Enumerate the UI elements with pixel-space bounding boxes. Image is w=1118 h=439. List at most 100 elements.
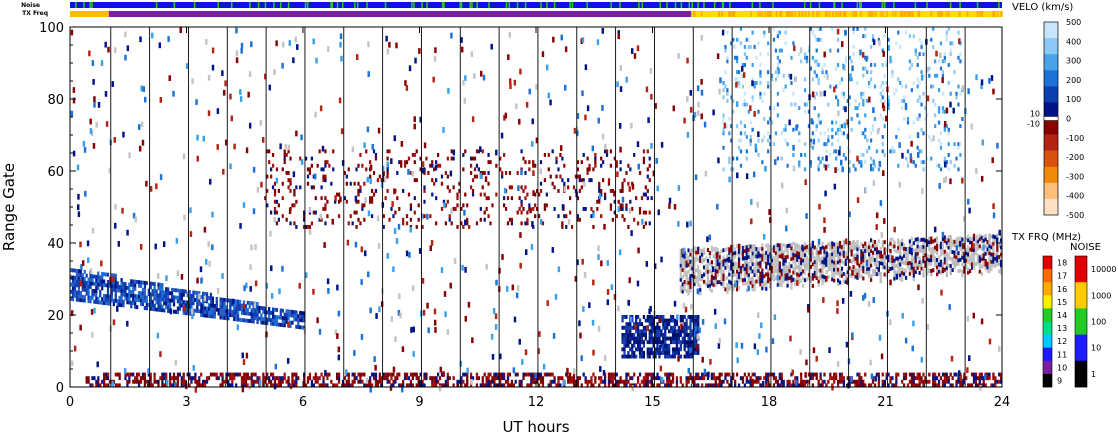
scatter-cell [625, 207, 628, 211]
scatter-cell [902, 376, 906, 381]
scatter-cell [751, 95, 754, 100]
scatter-cell [409, 379, 413, 384]
scatter-cell [603, 376, 607, 381]
scatter-cell [902, 117, 906, 121]
scatter-cell [198, 309, 201, 314]
scatter-cell [691, 315, 694, 319]
txfreq-speckle [808, 11, 810, 17]
noise-speckle [516, 2, 519, 8]
scatter-cell [912, 372, 915, 377]
scatter-cell [805, 379, 809, 384]
scatter-cell [679, 288, 682, 293]
scatter-cell [547, 383, 550, 388]
scatter-cell [959, 142, 962, 147]
scatter-cell [980, 376, 983, 381]
scatter-cell [291, 383, 294, 388]
scatter-cell [842, 153, 846, 157]
scatter-cell [751, 251, 754, 256]
scatter-cell [106, 283, 110, 288]
scatter-cell [687, 325, 690, 330]
scatter-cell [666, 336, 669, 341]
scatter-cell [755, 55, 758, 60]
scatter-cell [941, 372, 945, 377]
scatter-cell [87, 291, 90, 296]
scatter-cell [172, 302, 176, 307]
scatter-cell [908, 242, 912, 247]
scatter-cell [934, 59, 937, 64]
scatter-cell [483, 192, 486, 197]
scatter-cell [242, 311, 246, 316]
scatter-cell [881, 258, 884, 263]
scatter-cell [881, 81, 884, 85]
scatter-cell [772, 142, 776, 147]
scatter-cell [904, 257, 908, 262]
scatter-cell [932, 84, 935, 89]
scatter-cell [743, 256, 746, 261]
scatter-speckle [450, 32, 453, 39]
scatter-cell [536, 207, 539, 211]
scatter-cell [671, 372, 675, 377]
scatter-cell [578, 217, 581, 222]
noise-speckle [641, 2, 644, 8]
scatter-cell [805, 102, 809, 107]
scatter-cell [943, 109, 946, 114]
scatter-cell [103, 283, 106, 287]
scatter-cell [953, 163, 956, 168]
scatter-cell [369, 199, 372, 204]
scatter-cell [710, 245, 713, 250]
scatter-cell [244, 379, 247, 384]
scatter-cell [522, 376, 525, 381]
scatter-cell [337, 379, 341, 384]
scatter-cell [334, 383, 337, 388]
scatter-cell [955, 255, 958, 260]
scatter-cell [770, 258, 774, 263]
scatter-cell [223, 312, 226, 317]
scatter-cell [539, 372, 543, 377]
scatter-cell [957, 258, 960, 263]
scatter-cell [221, 304, 224, 309]
scatter-cell [932, 239, 935, 244]
scatter-cell [205, 306, 209, 311]
scatter-cell [157, 300, 160, 305]
scatter-cell [712, 275, 715, 280]
scatter-cell [635, 329, 638, 334]
noise-speckle [860, 2, 862, 8]
scatter-cell [749, 280, 752, 285]
scatter-cell [951, 41, 954, 46]
scatter-cell [242, 307, 246, 312]
scatter-cell [961, 383, 964, 388]
scatter-cell [489, 383, 492, 388]
scatter-cell [829, 263, 832, 268]
scatter-cell [106, 294, 110, 299]
scatter-cell [980, 372, 983, 377]
scatter-cell [970, 262, 974, 267]
scatter-cell [833, 274, 836, 279]
scatter-cell [699, 277, 702, 281]
scatter-cell [118, 285, 121, 289]
scatter-cell [499, 167, 502, 172]
scatter-cell [734, 254, 737, 259]
scatter-cell [943, 260, 946, 265]
scatter-cell [283, 156, 286, 161]
scatter-cell [524, 221, 527, 226]
scatter-cell [743, 372, 746, 377]
scatter-cell [860, 160, 863, 165]
scatter-cell [708, 254, 712, 259]
scatter-cell [324, 383, 327, 388]
scatter-cell [103, 379, 106, 384]
scatter-cell [908, 268, 912, 273]
scatter-cell [578, 376, 581, 381]
scatter-cell [324, 221, 327, 226]
scatter-cell [260, 306, 263, 311]
scatter-cell [293, 192, 296, 197]
scatter-cell [110, 291, 114, 296]
scatter-cell [673, 347, 677, 352]
scatter-cell [347, 167, 350, 172]
scatter-cell [149, 281, 152, 286]
scatter-speckle [421, 213, 424, 220]
scatter-cell [737, 271, 741, 276]
scatter-cell [256, 305, 259, 310]
scatter-cell [93, 281, 96, 286]
scatter-cell [778, 250, 781, 255]
scatter-cell [928, 258, 931, 263]
